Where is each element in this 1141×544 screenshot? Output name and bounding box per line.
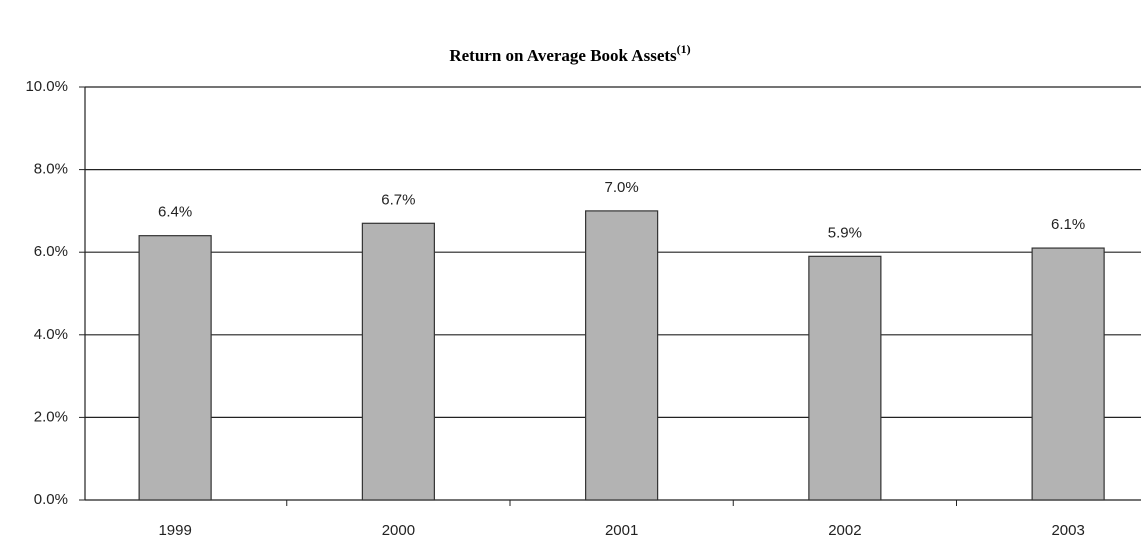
data-label: 7.0%: [605, 179, 639, 196]
data-label: 6.4%: [158, 204, 192, 221]
x-tick-label: 2001: [605, 522, 638, 539]
bar: [361, 222, 435, 501]
data-label: 6.1%: [1051, 216, 1085, 233]
x-tick-label: 2002: [828, 522, 861, 539]
x-tick-label: 2003: [1051, 522, 1084, 539]
chart-title-note: (1): [677, 42, 691, 56]
y-tick-label: 4.0%: [34, 326, 68, 343]
y-tick-label: 0.0%: [34, 491, 68, 508]
y-tick-label: 8.0%: [34, 161, 68, 178]
bar: [1031, 247, 1105, 501]
y-tick-label: 2.0%: [34, 408, 68, 425]
data-label: 6.7%: [381, 191, 415, 208]
x-tick-label: 1999: [158, 522, 191, 539]
y-tick-label: 10.0%: [25, 78, 68, 95]
bar: [138, 235, 212, 501]
x-tick-label: 2000: [382, 522, 415, 539]
chart-title-text: Return on Average Book Assets: [449, 46, 677, 65]
data-label: 5.9%: [828, 224, 862, 241]
bar: [808, 255, 882, 501]
y-tick-label: 6.0%: [34, 243, 68, 260]
chart-title: Return on Average Book Assets(1): [449, 42, 690, 65]
bar: [585, 210, 659, 501]
